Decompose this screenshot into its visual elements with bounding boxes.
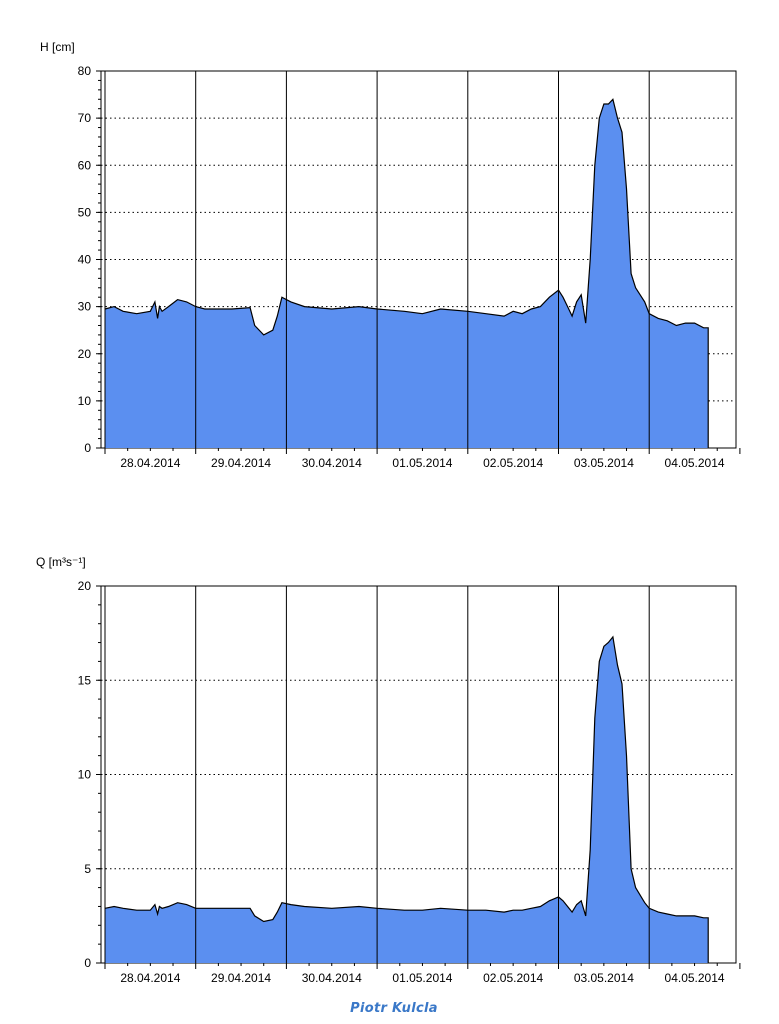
y-tick-label: 60 [78,158,92,172]
y-tick-label: 50 [78,205,92,219]
y-tick-label: 0 [84,441,91,455]
x-tick-label: 29.04.2014 [211,456,271,470]
x-tick-label: 02.05.2014 [483,456,543,470]
series-area [105,636,709,963]
x-tick-label: 28.04.2014 [120,971,180,985]
y-tick-label: 0 [84,956,91,970]
y-tick-label: 20 [78,347,92,361]
x-tick-label: 01.05.2014 [392,971,452,985]
x-tick-label: 03.05.2014 [574,971,634,985]
discharge-chart: 0 5 10 15 20 28.04.2014 29.04.2014 30.04.2014 01… [36,555,741,985]
x-tick-label: 04.05.2014 [665,456,725,470]
x-tick-label: 29.04.2014 [211,971,271,985]
x-tick-label: 30.04.2014 [302,456,362,470]
series-line [104,635,709,963]
x-tick-label: 01.05.2014 [392,456,452,470]
x-tick-label: 02.05.2014 [483,971,543,985]
y-tick-label: 20 [78,579,92,593]
y-axis-label: H [cm] [40,40,75,54]
series-line [104,98,709,448]
watermark-signature: Piotr Kulcla [350,1001,438,1016]
x-tick-label: 04.05.2014 [665,971,725,985]
y-tick-label: 80 [78,64,92,78]
y-axis-label: Q [m³s⁻¹] [36,555,86,569]
x-tick-label: 30.04.2014 [302,971,362,985]
y-tick-label: 5 [84,862,91,876]
x-tick-label: 28.04.2014 [120,456,180,470]
y-tick-label: 15 [78,673,92,687]
y-tick-label: 30 [78,300,92,314]
y-tick-label: 10 [78,394,92,408]
water-level-chart: 0 10 20 30 40 50 60 70 80 28.04.2014 29.04.2014 30.… [40,40,741,470]
x-tick-label: 03.05.2014 [574,456,634,470]
series-area [105,99,709,449]
y-tick-label: 40 [78,253,92,267]
y-tick-label: 70 [78,111,92,125]
y-tick-label: 10 [78,768,92,782]
